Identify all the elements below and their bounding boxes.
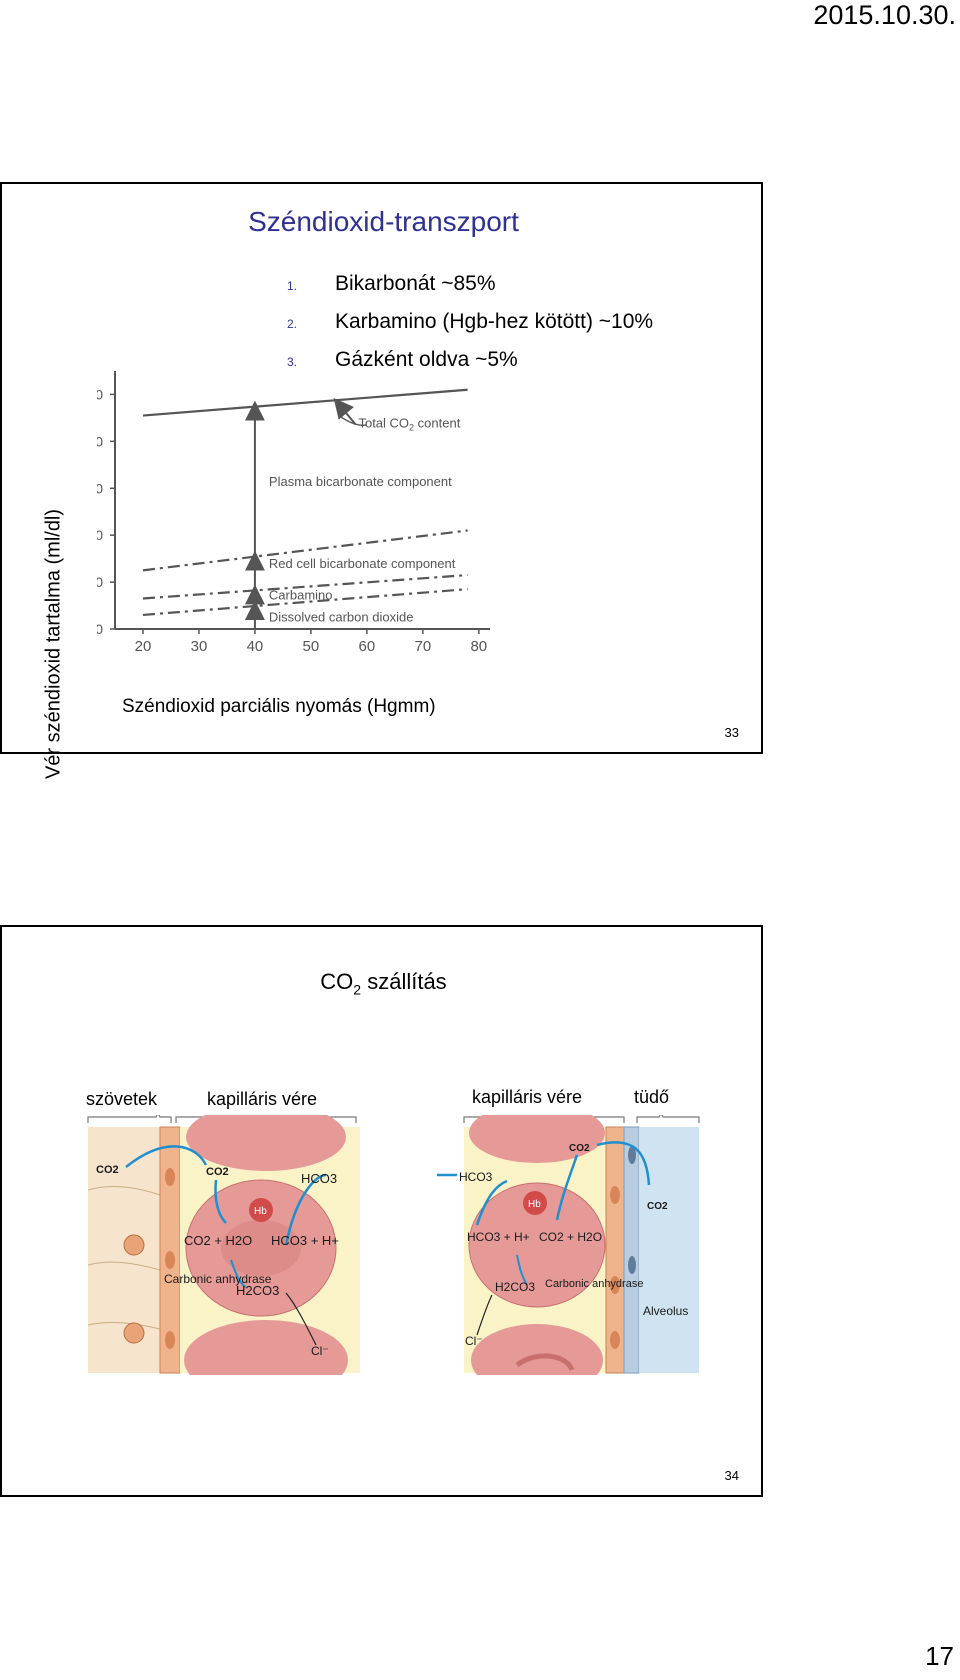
- x-tick-label: 30: [191, 638, 208, 655]
- carbonic-acid-label: H2CO3: [495, 1280, 535, 1294]
- list-text: Bikarbonát ~85%: [335, 272, 496, 295]
- hemoglobin-label: Hb: [254, 1206, 267, 1217]
- co2-alveolus-label: CO2: [647, 1201, 668, 1212]
- list-number: 2.: [287, 317, 298, 331]
- co2-content-chart: 0 10 20 30 40 50 20 30 40 50 60 70 80 Total CO2 cont…: [97, 371, 490, 655]
- slide-co2-carriage: CO2 szállítás szövetek kapilláris vére k…: [0, 925, 763, 1497]
- chloride-label: Cl⁻: [311, 1344, 329, 1358]
- list-item: 2. Karbamino (Hgb-hez kötött) ~10%: [287, 304, 653, 342]
- x-tick-label: 40: [247, 638, 264, 655]
- hco3-out-label: HCO3: [301, 1171, 337, 1186]
- reaction-right-label: CO2 + H2O: [539, 1230, 602, 1244]
- x-tick-label: 20: [135, 638, 152, 655]
- list-item: 3. Gázként oldva ~5%: [287, 342, 653, 380]
- dissolved-co2-label: Dissolved carbon dioxide: [269, 609, 414, 624]
- red-cell-bicarbonate-label: Red cell bicarbonate component: [269, 556, 456, 571]
- co2-tissue-label: CO2: [96, 1164, 119, 1176]
- x-axis-label: Széndioxid parciális nyomás (Hgmm): [122, 696, 436, 717]
- page-number: 17: [925, 1641, 954, 1671]
- reaction-right-label: HCO3 + H+: [271, 1233, 339, 1248]
- enzyme-label: Carbonic anhydrase: [545, 1278, 643, 1290]
- slide-number: 34: [724, 1468, 739, 1483]
- series-line-2: [142, 529, 468, 572]
- chloride-label: Cl⁻: [465, 1334, 483, 1348]
- slide-title: Széndioxid-transzport: [248, 206, 519, 237]
- list-text: Karbamino (Hgb-hez kötött) ~10%: [335, 310, 654, 333]
- series-line-3: [142, 573, 468, 600]
- reaction-left-label: HCO3 + H+: [467, 1230, 530, 1244]
- slide-co2-transport: Széndioxid-transzport 1. Bikarbonát ~85% …: [0, 182, 763, 779]
- x-tick-label: 50: [303, 638, 320, 655]
- list-number: 3.: [287, 355, 298, 369]
- title-tail: szállítás: [361, 969, 447, 994]
- total-pointer-arrow: [333, 398, 357, 426]
- lung-exchange-diagram: HCO3 Hb CO2 CO2 HCO3 + H+ CO2 + H2O Carb…: [437, 1115, 700, 1375]
- y-tick-label: 50: [97, 386, 103, 402]
- tissue-label: szövetek: [86, 1089, 158, 1109]
- carbamino-label: Carbamino: [269, 587, 333, 602]
- list-text: Gázként oldva ~5%: [335, 348, 518, 371]
- alveolus-label: Alveolus: [643, 1304, 688, 1318]
- co2-top-label: CO2: [569, 1143, 590, 1154]
- capillary-label-left: kapilláris vére: [207, 1089, 318, 1109]
- x-tick-label: 70: [414, 638, 431, 655]
- carbonic-acid-label: H2CO3: [236, 1283, 279, 1298]
- y-axis-label: Vér széndioxid tartalma (ml/dl): [42, 508, 65, 780]
- enzyme-label: Carbonic anhydrase: [164, 1272, 272, 1286]
- hco3-in-label: HCO3: [459, 1170, 493, 1184]
- total-co2-subscript: 2: [409, 422, 414, 432]
- title-main: CO: [320, 969, 354, 994]
- total-co2-label: Total CO2 content: [358, 415, 460, 432]
- list-item: 1. Bikarbonát ~85%: [287, 266, 653, 304]
- slide-number: 33: [724, 725, 739, 740]
- y-tick-label: 10: [97, 574, 103, 590]
- title-subscript: 2: [353, 981, 362, 998]
- list-number: 1.: [287, 279, 298, 293]
- y-tick-label: 20: [97, 527, 103, 543]
- x-tick-label: 80: [470, 638, 487, 655]
- co2-cell-label: CO2: [206, 1166, 229, 1178]
- capillary-label-right: kapilláris vére: [472, 1087, 583, 1107]
- y-tick-label: 40: [97, 433, 103, 449]
- y-tick-label: 0: [97, 621, 103, 637]
- y-tick-label: 30: [97, 480, 103, 496]
- reaction-left-label: CO2 + H2O: [184, 1233, 252, 1248]
- transport-list: 1. Bikarbonát ~85% 2. Karbamino (Hgb-hez k…: [287, 266, 653, 380]
- series-line-1: [142, 388, 468, 417]
- tissue-exchange-diagram: CO2 CO2 HCO3 Hb CO2 + H2O HCO3 + H+ Carb…: [87, 1115, 360, 1375]
- slide-title: CO2 szállítás: [2, 969, 765, 997]
- hemoglobin-label: Hb: [528, 1199, 541, 1210]
- series-line-4: [142, 588, 468, 617]
- lung-label: tüdő: [634, 1087, 670, 1107]
- plasma-bicarbonate-label: Plasma bicarbonate component: [269, 474, 452, 489]
- total-co2-tail: content: [414, 415, 461, 430]
- x-tick-label: 60: [359, 638, 376, 655]
- page-date: 2015.10.30.: [813, 0, 956, 30]
